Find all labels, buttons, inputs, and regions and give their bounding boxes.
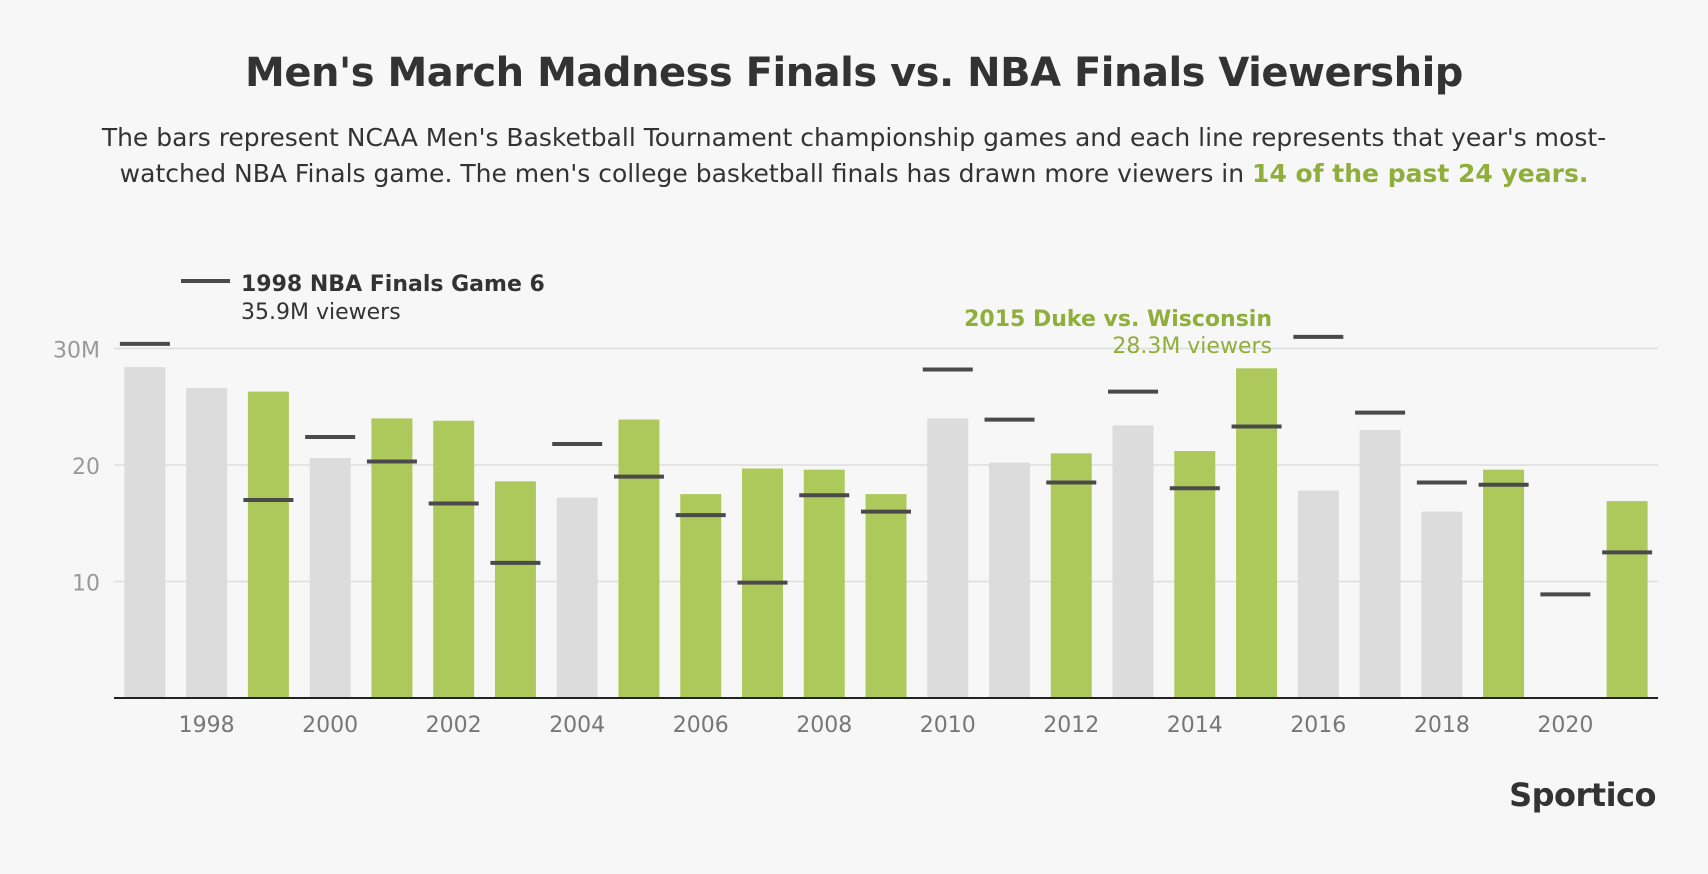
x-tick-label: 2010 [920,713,976,738]
ncaa-final-bar [1483,469,1525,698]
x-tick-label: 2000 [302,713,358,738]
ncaa-final-bar [1112,425,1154,698]
ncaa-final-bar [1359,430,1401,698]
ncaa-final-bar [494,481,536,698]
ncaa-final-bar [1236,368,1278,698]
sportico-logo: Sportico [1509,776,1656,814]
ncaa-final-bar [1606,501,1648,698]
ncaa-final-bar [1174,451,1216,698]
ncaa-final-bar [247,391,289,698]
x-tick-label: 2016 [1290,713,1346,738]
ncaa-final-bar [309,458,351,698]
x-tick-label: 2012 [1043,713,1099,738]
annotation-title: 1998 NBA Finals Game 6 [241,272,545,297]
x-tick-label: 2006 [673,713,729,738]
ncaa-final-bar [989,462,1031,698]
x-tick-label: 2004 [549,713,605,738]
ncaa-final-bar [433,420,475,698]
subtitle-text: The bars represent NCAA Men's Basketball… [101,123,1607,188]
x-tick-label: 2020 [1537,713,1593,738]
x-tick-label: 2008 [796,713,852,738]
x-tick-label: 2002 [426,713,482,738]
x-tick-label: 1998 [179,713,235,738]
y-tick-label: 30M [53,339,100,364]
ncaa-final-bar [186,388,228,698]
ncaa-final-bar [618,419,660,698]
annotation-detail: 35.9M viewers [241,300,401,325]
ncaa-final-bar [865,494,907,698]
ncaa-final-bar [556,497,598,698]
x-tick-label: 2014 [1167,713,1223,738]
ncaa-final-bar [1297,490,1339,698]
ncaa-final-bar [1421,511,1463,698]
ncaa-final-bar [124,367,166,698]
subtitle-highlight: 14 of the past 24 years. [1252,159,1589,188]
annotation-title: 2015 Duke vs. Wisconsin [964,307,1272,332]
ncaa-final-bar [371,418,413,698]
y-tick-label: 20 [72,455,100,480]
chart-title: Men's March Madness Finals vs. NBA Final… [245,50,1463,96]
chart-subtitle: The bars represent NCAA Men's Basketball… [60,120,1648,192]
ncaa-final-bar [680,494,722,698]
ncaa-final-bar [1050,453,1092,698]
ncaa-final-bar [927,418,969,698]
x-tick-label: 2018 [1414,713,1470,738]
annotation-detail: 28.3M viewers [1112,334,1272,359]
y-tick-label: 10 [72,572,100,597]
ncaa-final-bar [803,469,845,698]
